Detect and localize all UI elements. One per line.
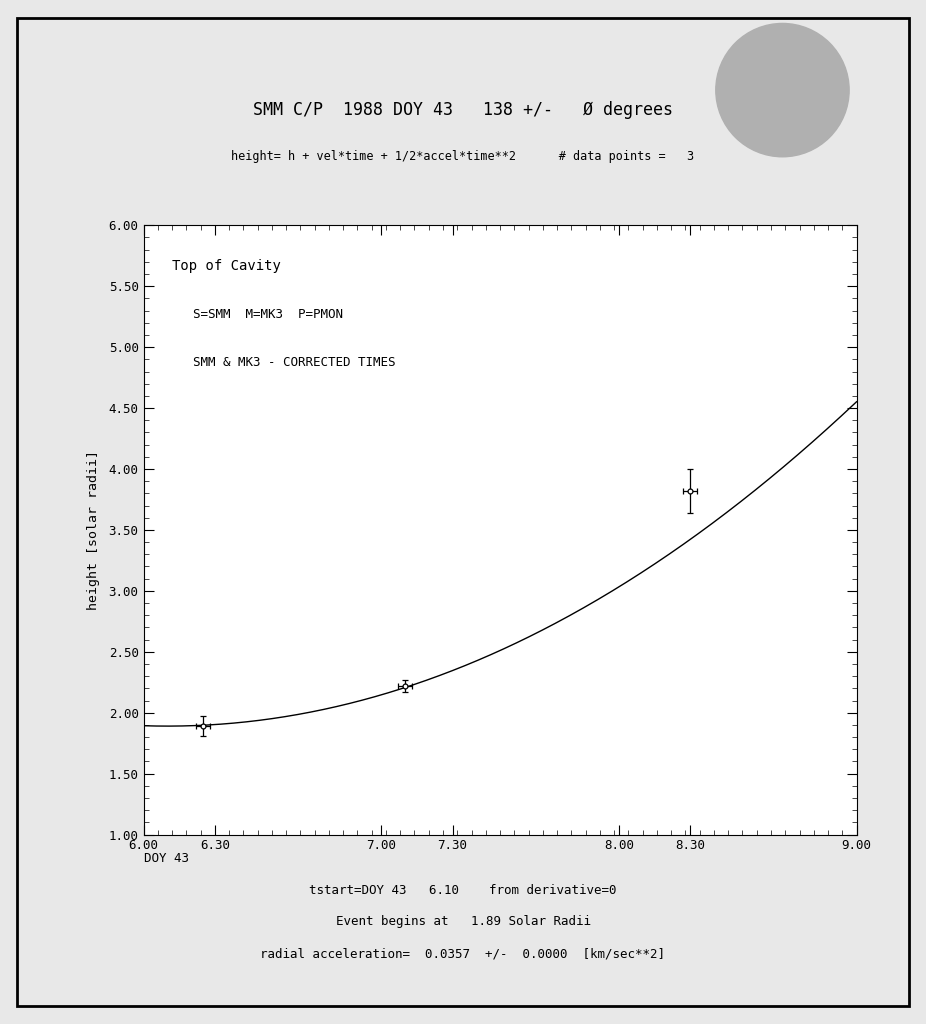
Text: SMM C/P  1988 DOY 43   138 +/-   Ø degrees: SMM C/P 1988 DOY 43 138 +/- Ø degrees bbox=[253, 100, 673, 119]
Text: radial acceleration=  0.0357  +/-  0.0000  [km/sec**2]: radial acceleration= 0.0357 +/- 0.0000 [… bbox=[260, 948, 666, 961]
Text: SMM & MK3 - CORRECTED TIMES: SMM & MK3 - CORRECTED TIMES bbox=[194, 356, 396, 370]
Text: DOY 43: DOY 43 bbox=[144, 852, 189, 865]
Text: tstart=DOY 43   6.10    from derivative=0: tstart=DOY 43 6.10 from derivative=0 bbox=[309, 885, 617, 897]
Text: S=SMM  M=MK3  P=PMON: S=SMM M=MK3 P=PMON bbox=[194, 307, 344, 321]
Y-axis label: height [solar radii]: height [solar radii] bbox=[87, 450, 100, 610]
Text: Top of Cavity: Top of Cavity bbox=[172, 259, 281, 272]
Text: height= h + vel*time + 1/2*accel*time**2      # data points =   3: height= h + vel*time + 1/2*accel*time**2… bbox=[232, 151, 694, 163]
Text: Event begins at   1.89 Solar Radii: Event begins at 1.89 Solar Radii bbox=[335, 915, 591, 928]
